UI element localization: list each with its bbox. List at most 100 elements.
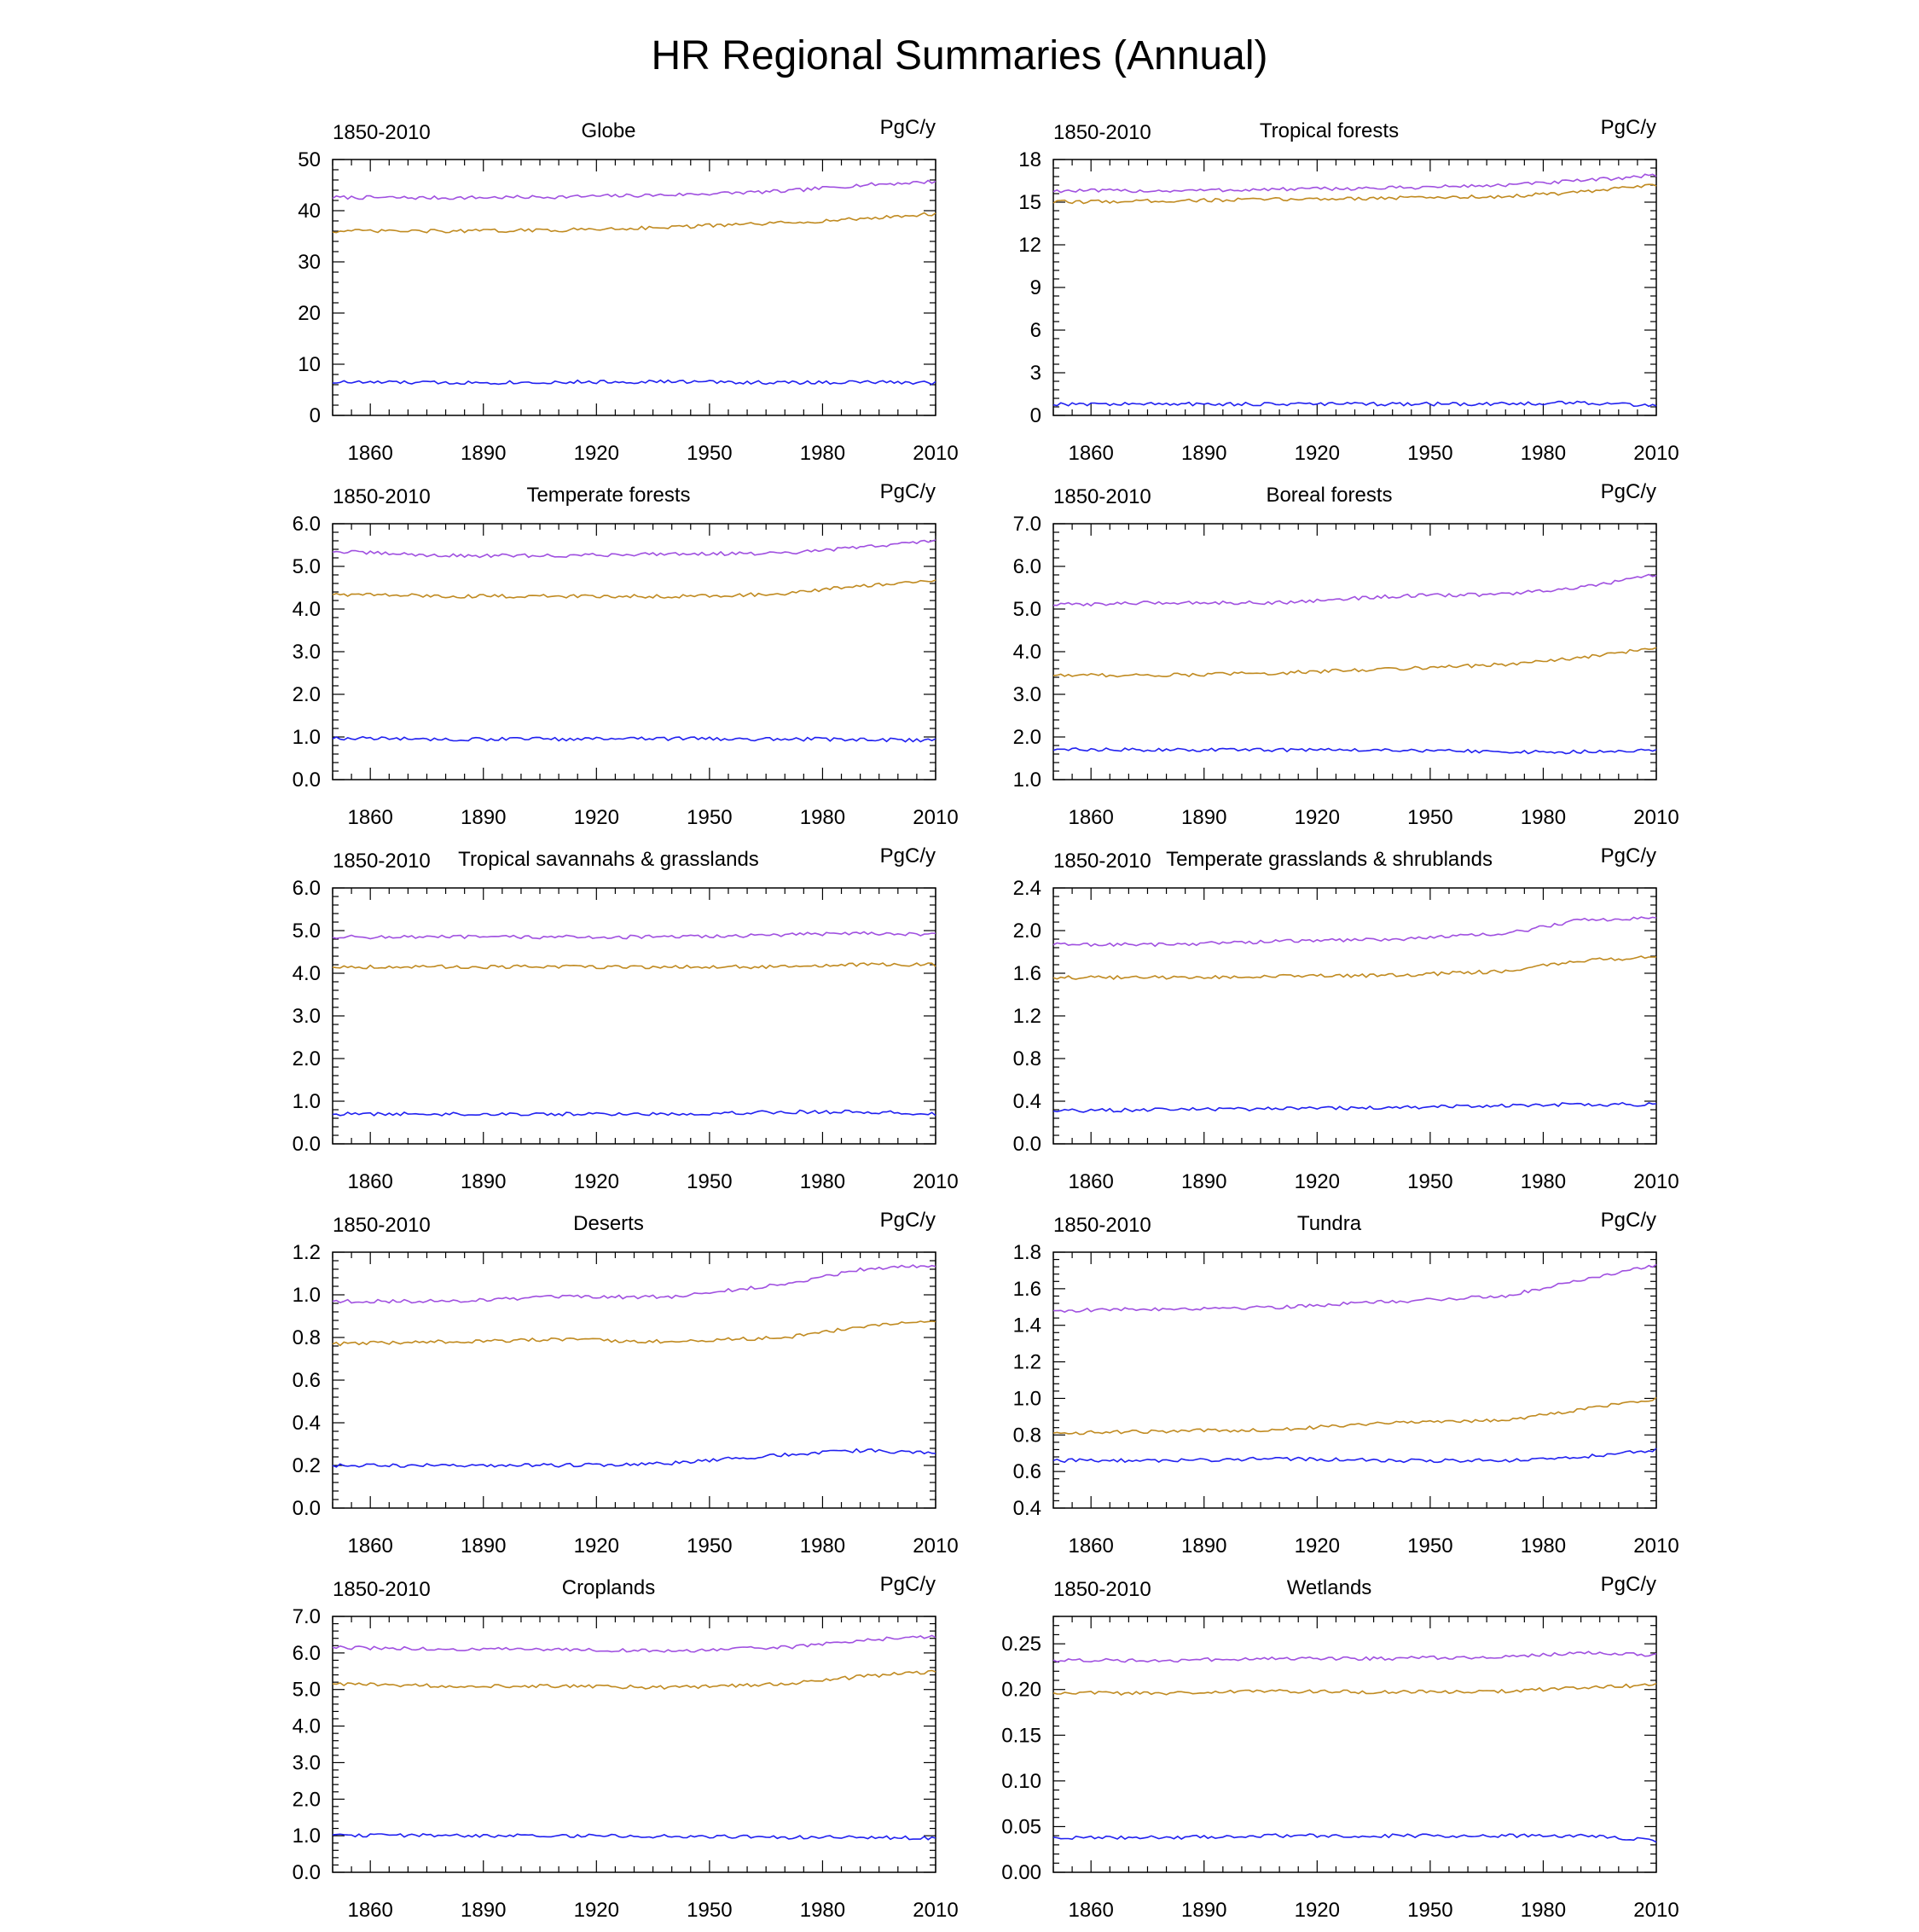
x-tick-label: 2010 bbox=[1633, 806, 1678, 829]
x-tick-label: 1920 bbox=[574, 1535, 619, 1558]
y-tick-label: 2.0 bbox=[293, 683, 321, 706]
x-tick-label: 1920 bbox=[1295, 1170, 1340, 1193]
x-tick-label: 1860 bbox=[1068, 1535, 1113, 1558]
x-tick-label: 1950 bbox=[1407, 806, 1452, 829]
x-tick-label: 1950 bbox=[687, 442, 732, 465]
x-tick-label: 1890 bbox=[461, 1170, 506, 1193]
period-label: 1850-2010 bbox=[1053, 1214, 1151, 1237]
x-tick-label: 2010 bbox=[1633, 1899, 1678, 1922]
panel-title: Wetlands bbox=[1287, 1576, 1372, 1599]
y-tick-label: 0 bbox=[1030, 404, 1041, 427]
series-line-lower bbox=[332, 1448, 936, 1468]
x-tick-label: 1890 bbox=[1181, 1899, 1226, 1922]
plot-frame bbox=[1052, 159, 1657, 416]
plot-frame bbox=[1052, 1251, 1657, 1509]
y-tick-label: 1.0 bbox=[293, 1090, 321, 1113]
panel-1: 1860 1890 1920 1950 1980 2010 0 3 6 9 12 15 18 1850-2… bbox=[1018, 116, 1678, 465]
series-line-middle bbox=[332, 212, 936, 234]
x-tick-label: 1890 bbox=[1181, 806, 1226, 829]
x-tick-label: 1950 bbox=[687, 1170, 732, 1193]
series-line-lower bbox=[1052, 400, 1657, 408]
units-label: PgC/y bbox=[880, 116, 936, 139]
units-label: PgC/y bbox=[1601, 1209, 1656, 1232]
y-tick-label: 0.2 bbox=[293, 1454, 321, 1477]
x-tick-label: 1890 bbox=[1181, 1535, 1226, 1558]
x-tick-label: 1950 bbox=[687, 806, 732, 829]
x-tick-label: 1980 bbox=[1521, 442, 1566, 465]
units-label: PgC/y bbox=[1601, 116, 1656, 139]
x-tick-label: 1980 bbox=[1521, 1535, 1566, 1558]
y-tick-label: 2.4 bbox=[1013, 877, 1041, 900]
series-line-upper bbox=[332, 931, 936, 940]
period-label: 1850-2010 bbox=[333, 121, 431, 144]
series-line-lower bbox=[332, 1109, 936, 1117]
panel-5: 1860 1890 1920 1950 1980 2010 0.0 0.4 0.8 1.2 1.6 2… bbox=[1013, 844, 1679, 1193]
series-line-upper bbox=[1052, 1263, 1657, 1314]
y-tick-label: 0.6 bbox=[1013, 1460, 1041, 1483]
panel-title: Tropical forests bbox=[1260, 119, 1399, 142]
y-tick-label: 6.0 bbox=[293, 877, 321, 900]
units-label: PgC/y bbox=[880, 1573, 936, 1596]
panel-2: 1860 1890 1920 1950 1980 2010 0.0 1.0 2.0 3.0 4.0 5… bbox=[293, 480, 959, 829]
y-tick-label: 1.6 bbox=[1013, 1278, 1041, 1301]
series-line-lower bbox=[332, 735, 936, 743]
x-tick-label: 1890 bbox=[461, 806, 506, 829]
x-tick-label: 2010 bbox=[1633, 1170, 1678, 1193]
units-label: PgC/y bbox=[1601, 480, 1656, 503]
y-tick-label: 1.4 bbox=[1013, 1314, 1041, 1337]
y-tick-label: 0 bbox=[310, 404, 321, 427]
y-tick-label: 6.0 bbox=[293, 513, 321, 536]
units-label: PgC/y bbox=[880, 1209, 936, 1232]
y-tick-label: 4.0 bbox=[1013, 641, 1041, 664]
y-tick-label: 4.0 bbox=[293, 962, 321, 985]
y-tick-label: 5.0 bbox=[293, 555, 321, 578]
y-tick-label: 6 bbox=[1030, 319, 1041, 342]
series-line-lower bbox=[1052, 1101, 1657, 1113]
series-line-lower bbox=[332, 379, 936, 386]
period-label: 1850-2010 bbox=[1053, 1578, 1151, 1601]
x-tick-label: 1920 bbox=[1295, 442, 1340, 465]
x-tick-label: 1980 bbox=[800, 806, 845, 829]
period-label: 1850-2010 bbox=[1053, 850, 1151, 873]
x-tick-label: 1950 bbox=[1407, 1899, 1452, 1922]
y-tick-label: 0.0 bbox=[1013, 1133, 1041, 1156]
y-tick-label: 5.0 bbox=[1013, 598, 1041, 621]
y-tick-label: 3.0 bbox=[293, 1005, 321, 1028]
plot-frame bbox=[1052, 523, 1657, 780]
series-line-middle bbox=[332, 1669, 936, 1691]
x-tick-label: 1950 bbox=[687, 1899, 732, 1922]
x-tick-label: 2010 bbox=[913, 806, 958, 829]
series-line-upper bbox=[332, 1634, 936, 1653]
y-tick-label: 5.0 bbox=[293, 1679, 321, 1702]
plot-frame bbox=[332, 159, 936, 416]
y-tick-label: 1.8 bbox=[1013, 1241, 1041, 1264]
series-line-upper bbox=[332, 179, 936, 200]
y-tick-label: 0.05 bbox=[1001, 1815, 1041, 1838]
y-tick-label: 6.0 bbox=[293, 1642, 321, 1665]
page-title: HR Regional Summaries (Annual) bbox=[651, 33, 1268, 78]
x-tick-label: 1920 bbox=[574, 442, 619, 465]
x-tick-label: 1890 bbox=[461, 1535, 506, 1558]
y-tick-label: 0.4 bbox=[1013, 1090, 1041, 1113]
x-tick-label: 1980 bbox=[1521, 806, 1566, 829]
series-line-middle bbox=[1052, 183, 1657, 205]
x-tick-label: 1980 bbox=[1521, 1899, 1566, 1922]
y-tick-label: 3.0 bbox=[293, 641, 321, 664]
panel-title: Temperate grasslands & shrublands bbox=[1166, 848, 1493, 871]
y-tick-label: 4.0 bbox=[293, 1715, 321, 1738]
y-tick-label: 7.0 bbox=[293, 1605, 321, 1628]
x-tick-label: 2010 bbox=[913, 1170, 958, 1193]
y-tick-label: 0.25 bbox=[1001, 1633, 1041, 1656]
x-tick-label: 1950 bbox=[1407, 1535, 1452, 1558]
y-tick-label: 10 bbox=[298, 353, 321, 376]
plot-frame bbox=[1052, 887, 1657, 1145]
x-tick-label: 1890 bbox=[461, 1899, 506, 1922]
panel-6: 1860 1890 1920 1950 1980 2010 0.0 0.2 0.4 0.6 0.8 1… bbox=[293, 1209, 959, 1558]
y-tick-label: 2.0 bbox=[293, 1788, 321, 1811]
x-tick-label: 1920 bbox=[574, 1170, 619, 1193]
y-tick-label: 0.6 bbox=[293, 1369, 321, 1392]
y-tick-label: 0.8 bbox=[1013, 1047, 1041, 1070]
series-line-upper bbox=[332, 539, 936, 559]
panel-7: 1860 1890 1920 1950 1980 2010 0.4 0.6 0.8 1.0 1.2 1… bbox=[1013, 1209, 1679, 1558]
x-tick-label: 1860 bbox=[1068, 806, 1113, 829]
